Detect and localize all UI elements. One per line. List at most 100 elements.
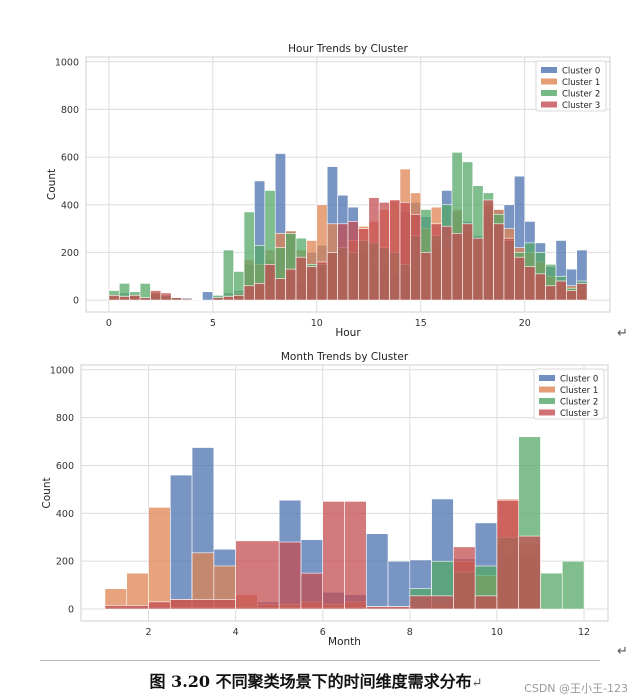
- bar: [170, 297, 182, 301]
- bar: [387, 560, 411, 610]
- bar: [493, 223, 505, 301]
- bar: [540, 572, 563, 610]
- x-tick-label: 10: [491, 627, 503, 638]
- bar: [108, 295, 120, 301]
- x-tick-label: 10: [311, 318, 323, 329]
- bar: [347, 221, 359, 301]
- chart-title: Month Trends by Cluster: [281, 351, 409, 363]
- csdn-watermark: CSDN @王小王-123: [524, 682, 628, 695]
- bar: [169, 474, 193, 610]
- bar: [148, 601, 171, 610]
- bar: [104, 605, 149, 610]
- bar: [389, 199, 401, 301]
- caption-text: 图 3.20 不同聚类场景下的时间维度需求分布: [149, 672, 472, 691]
- legend-label: Cluster 3: [560, 409, 598, 419]
- bar: [139, 297, 151, 301]
- legend-swatch: [541, 90, 557, 96]
- y-tick-label: 800: [61, 105, 79, 116]
- bar: [358, 228, 370, 301]
- legend-swatch: [539, 386, 555, 393]
- bar: [451, 233, 463, 301]
- y-axis-label: Count: [46, 169, 58, 200]
- legend-swatch: [539, 375, 555, 381]
- bar: [514, 256, 526, 301]
- bar: [420, 252, 432, 301]
- figure-caption: 图 3.20 不同聚类场景下的时间维度需求分布↵: [0, 668, 632, 692]
- bar: [566, 290, 578, 301]
- bar: [118, 296, 130, 301]
- bar: [316, 261, 328, 301]
- x-tick-label: 12: [578, 627, 590, 638]
- legend-swatch: [539, 398, 555, 404]
- x-axis-label: Hour: [335, 327, 361, 339]
- bar: [222, 296, 234, 301]
- bar: [126, 572, 149, 610]
- bar: [453, 546, 476, 610]
- x-tick-label: 2: [145, 627, 151, 638]
- bar: [472, 237, 484, 301]
- bar: [474, 595, 498, 610]
- x-axis-label: Month: [328, 636, 361, 648]
- bar: [365, 606, 411, 610]
- x-tick-label: 20: [519, 318, 531, 329]
- bar: [399, 202, 411, 301]
- chart-title: Hour Trends by Cluster: [288, 43, 408, 55]
- paragraph-mark-2: ↵: [617, 644, 628, 659]
- legend-label: Cluster 0: [562, 67, 600, 77]
- bar: [344, 501, 367, 610]
- bar: [561, 560, 585, 610]
- series-cluster-3: [104, 499, 541, 610]
- chart-panel-1: 0 200 400 600 800 1000 0 5 10 15 20 Hour Trends by …: [46, 43, 611, 339]
- legend-swatch: [541, 67, 557, 73]
- bar: [181, 298, 193, 301]
- y-tick-label: 200: [61, 248, 79, 259]
- legend-label: Cluster 2: [560, 398, 598, 408]
- legend-label: Cluster 0: [560, 375, 598, 385]
- bar: [524, 266, 536, 301]
- chart-panel-2: 0 200 400 600 800 1000 2 4 6 8 10 12 Month Trends by…: [41, 351, 609, 648]
- legend-box: [535, 60, 607, 112]
- y-tick-label: 0: [68, 605, 74, 616]
- caption-para-mark: ↵: [471, 676, 483, 691]
- y-tick-label: 1000: [50, 365, 74, 376]
- bar: [365, 533, 389, 610]
- bar: [222, 249, 234, 301]
- bar: [326, 252, 338, 301]
- bar: [274, 278, 286, 301]
- bar: [306, 266, 318, 301]
- bar: [534, 273, 546, 301]
- x-tick-label: 0: [106, 318, 112, 329]
- bar: [148, 507, 171, 610]
- bar: [409, 595, 454, 610]
- bar: [254, 283, 266, 301]
- y-tick-label: 600: [61, 153, 79, 164]
- bar: [212, 297, 224, 301]
- bar: [150, 290, 162, 301]
- bar: [202, 291, 214, 301]
- bar: [410, 213, 422, 301]
- bar: [169, 599, 236, 610]
- bar: [322, 501, 345, 610]
- y-tick-label: 0: [73, 296, 79, 307]
- bar: [503, 237, 515, 301]
- x-tick-label: 15: [415, 318, 427, 329]
- bar: [496, 499, 520, 610]
- bar: [235, 540, 280, 610]
- legend-swatch: [539, 409, 555, 416]
- bar: [462, 223, 474, 301]
- bar: [482, 199, 494, 301]
- y-tick-label: 600: [56, 461, 74, 472]
- bar: [129, 295, 141, 301]
- bar: [368, 197, 380, 301]
- bar: [295, 256, 307, 301]
- bar: [285, 268, 297, 301]
- legend-label: Cluster 1: [560, 386, 598, 396]
- bar: [243, 285, 255, 301]
- bar: [160, 292, 172, 301]
- x-tick-label: 4: [233, 627, 239, 638]
- legend-label: Cluster 3: [562, 101, 600, 111]
- y-tick-label: 1000: [55, 57, 79, 68]
- y-tick-label: 800: [56, 413, 74, 424]
